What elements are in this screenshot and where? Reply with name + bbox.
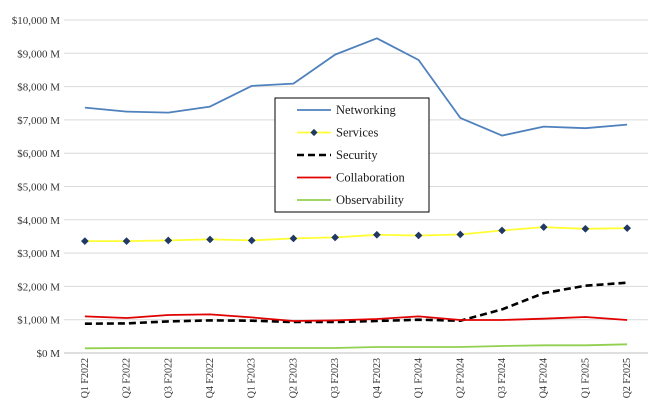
- x-tick-label: Q3 F2024: [497, 358, 508, 398]
- x-tick-label: Q2 F2024: [455, 358, 466, 398]
- legend-item: Networking: [297, 103, 396, 117]
- legend-label: Services: [336, 126, 378, 140]
- series-services: [80, 223, 632, 246]
- series-networking: [84, 37, 628, 137]
- x-tick-label: Q4 F2024: [539, 358, 550, 398]
- x-axis-ticks: Q1 F2022 Q2 F2022 Q3 F2022 Q4 F2022 Q1 F2023…: [80, 358, 633, 398]
- x-tick-label: Q3 F2023: [330, 358, 341, 398]
- y-tick-label: $8,000 M: [17, 82, 60, 94]
- data-point-marker: [623, 224, 632, 233]
- series-collaboration: [84, 313, 628, 322]
- data-point-marker: [456, 230, 465, 239]
- legend-label: Security: [336, 148, 378, 162]
- series-line: [84, 281, 628, 325]
- y-tick-label: $1,000 M: [17, 315, 60, 327]
- x-tick-label: Q1 F2024: [414, 358, 425, 398]
- series-line: [84, 226, 628, 243]
- data-point-marker: [498, 226, 506, 235]
- series-observability: [84, 343, 628, 350]
- legend-label: Networking: [336, 103, 396, 117]
- series-line: [84, 37, 628, 137]
- y-axis-ticks: $0 M $1,000 M $2,000 M $3,000 M $4,000 M $5,0…: [12, 15, 61, 360]
- legend: Networking Services Security Collaboration O…: [274, 97, 430, 213]
- y-tick-label: $5,000 M: [17, 182, 60, 194]
- data-point-marker: [164, 236, 173, 245]
- x-tick-label: Q1 F2025: [580, 358, 591, 398]
- series-lines: [80, 37, 632, 350]
- legend-label: Observability: [336, 193, 405, 207]
- y-tick-label: $2,000 M: [17, 281, 60, 293]
- data-point-marker: [331, 233, 340, 242]
- legend-marker: [310, 128, 318, 137]
- x-tick-label: Q1 F2022: [80, 358, 91, 398]
- data-point-marker: [247, 236, 256, 245]
- legend-item: Services: [297, 126, 378, 140]
- data-point-marker: [80, 237, 89, 246]
- y-tick-label: $6,000 M: [17, 148, 60, 160]
- data-point-marker: [289, 234, 298, 243]
- x-tick-label: Q4 F2023: [372, 358, 383, 398]
- data-point-marker: [581, 224, 590, 233]
- y-tick-label: $7,000 M: [17, 115, 60, 127]
- x-tick-label: Q4 F2022: [205, 358, 216, 398]
- x-tick-label: Q2 F2023: [288, 358, 299, 398]
- y-tick-label: $3,000 M: [17, 248, 60, 260]
- legend-item: Observability: [297, 193, 405, 207]
- series-security: [84, 281, 628, 325]
- data-point-marker: [122, 237, 131, 246]
- series-line: [84, 313, 628, 322]
- data-point-marker: [539, 223, 548, 232]
- series-line: [84, 343, 628, 350]
- data-point-marker: [206, 235, 214, 244]
- y-tick-label: $9,000 M: [17, 48, 60, 60]
- x-tick-label: Q1 F2023: [247, 358, 258, 398]
- y-tick-label: $0 M: [36, 348, 60, 360]
- legend-item: Security: [297, 148, 378, 162]
- data-point-marker: [372, 230, 381, 239]
- legend-label: Collaboration: [336, 171, 405, 185]
- x-tick-label: Q3 F2022: [163, 358, 174, 398]
- y-tick-label: $4,000 M: [17, 215, 60, 227]
- y-tick-label: $10,000 M: [12, 15, 61, 27]
- x-tick-label: Q2 F2025: [622, 358, 633, 398]
- legend-item: Collaboration: [297, 171, 405, 185]
- x-tick-label: Q2 F2022: [122, 358, 133, 398]
- data-point-marker: [414, 231, 423, 240]
